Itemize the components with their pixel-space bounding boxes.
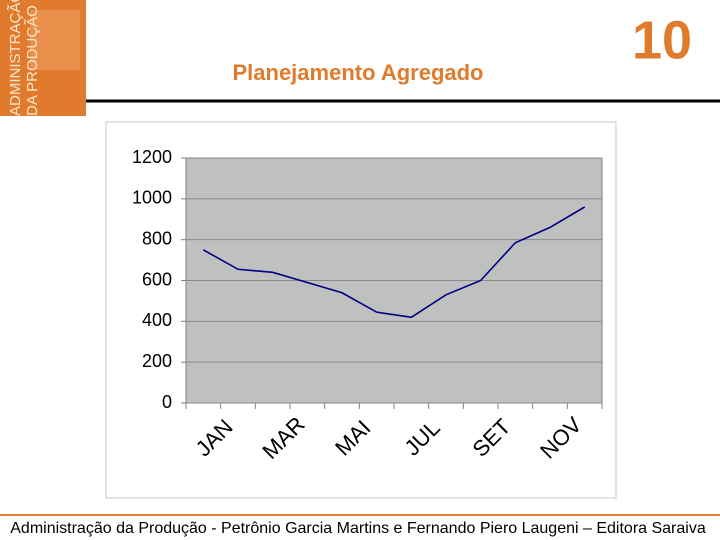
data-line [202,206,586,319]
page-number: 10 [632,10,692,70]
y-tick-label: 400 [142,310,172,330]
y-tick-label: 1200 [132,147,172,167]
slide-title: Planejamento Agregado [232,60,483,85]
logo-graphic [30,10,80,70]
y-tick-label: 1000 [132,188,172,208]
logo-text: ADMINISTRAÇÃO [7,0,24,116]
logo-text: DA PRODUÇÃO [24,5,41,116]
y-tick-label: 600 [142,269,172,289]
y-tick-label: 800 [142,228,172,248]
footer-text: Administração da Produção - Petrônio Gar… [10,520,706,537]
y-tick-label: 200 [142,351,172,371]
y-tick-label: 0 [162,392,172,412]
